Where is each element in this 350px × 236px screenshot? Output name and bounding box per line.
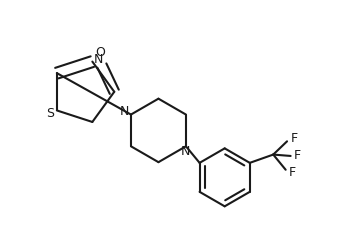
Text: S: S — [46, 107, 54, 120]
Text: O: O — [96, 46, 105, 59]
Text: F: F — [294, 149, 301, 162]
Text: F: F — [290, 132, 298, 145]
Text: N: N — [181, 145, 191, 158]
Text: N: N — [94, 53, 103, 66]
Text: N: N — [120, 105, 130, 118]
Text: F: F — [288, 166, 295, 179]
